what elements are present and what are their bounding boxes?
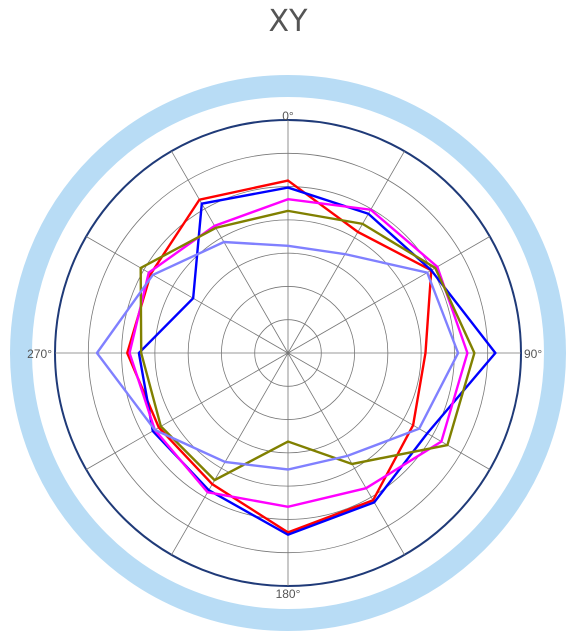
angular-gridline [287, 236, 490, 354]
series-3-line [128, 197, 469, 509]
angular-gridline [86, 352, 289, 470]
angular-gridline [287, 352, 405, 555]
series-2-line [137, 186, 497, 537]
angular-gridline [287, 151, 405, 354]
angular-gridline [171, 151, 289, 354]
angular-gridline [287, 352, 490, 470]
tick-label-0: 0° [282, 109, 294, 123]
series-4-line [139, 209, 476, 482]
tick-label-180: 180° [276, 587, 301, 601]
tick-label-270: 270° [27, 347, 52, 361]
tick-label-90: 90° [524, 347, 542, 361]
series-5-line [95, 240, 460, 471]
outer-band [10, 75, 566, 631]
chart-title: XY [268, 4, 308, 39]
angular-gridline [86, 236, 289, 354]
angular-gridline [171, 352, 289, 555]
